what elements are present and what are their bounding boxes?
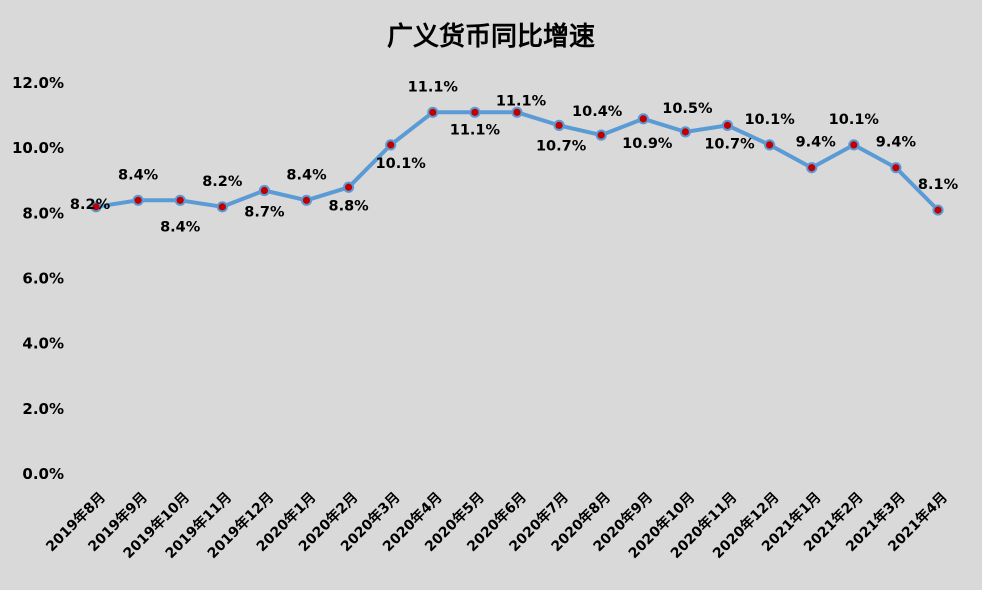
data-point — [932, 204, 944, 216]
data-point — [637, 113, 649, 125]
chart-title: 广义货币同比增速 — [387, 21, 595, 52]
data-point — [174, 194, 186, 206]
data-point — [300, 194, 313, 206]
data-label: 9.4% — [796, 135, 837, 151]
data-label: 10.1% — [376, 156, 427, 172]
y-tick-label: 6.0% — [22, 270, 64, 288]
data-point — [216, 201, 228, 213]
data-label: 8.7% — [244, 205, 285, 221]
data-label: 8.8% — [328, 198, 369, 214]
data-point — [679, 126, 692, 138]
data-label: 10.4% — [572, 104, 623, 120]
y-tick-label: 12.0% — [12, 74, 64, 92]
data-label: 10.1% — [829, 112, 880, 128]
data-label: 8.4% — [286, 167, 327, 183]
data-point — [427, 106, 439, 118]
data-label: 10.9% — [622, 136, 673, 152]
y-tick-label: 8.0% — [22, 204, 64, 222]
data-point — [511, 106, 523, 118]
data-label: 8.4% — [118, 167, 159, 183]
series-line — [94, 110, 940, 213]
data-point — [385, 139, 397, 151]
x-axis: 2019年8月2019年9月2019年10月2019年11月2019年12月20… — [43, 489, 951, 562]
data-labels-group: 8.2%8.4%8.4%8.2%8.7%8.4%8.8%10.1%11.1%11… — [70, 79, 959, 235]
data-point — [848, 139, 860, 151]
data-point — [90, 201, 102, 213]
data-point — [764, 139, 776, 151]
data-point — [343, 181, 355, 193]
data-label: 9.4% — [876, 135, 917, 151]
data-label: 10.1% — [744, 112, 795, 128]
data-point — [806, 162, 818, 174]
data-point — [258, 184, 270, 197]
data-point — [469, 106, 481, 118]
data-label: 10.7% — [704, 136, 755, 152]
data-label: 11.1% — [496, 93, 547, 109]
series-line-group — [94, 110, 940, 213]
markers-group — [90, 106, 944, 216]
y-tick-label: 10.0% — [12, 139, 64, 157]
data-label: 10.5% — [662, 101, 713, 117]
data-point — [595, 129, 607, 141]
data-point — [553, 119, 565, 131]
data-label: 8.1% — [918, 177, 959, 193]
data-label: 8.2% — [202, 174, 243, 190]
data-label: 8.2% — [70, 197, 111, 213]
y-tick-label: 2.0% — [22, 400, 64, 418]
data-label: 11.1% — [408, 79, 459, 95]
y-tick-label: 4.0% — [22, 335, 64, 353]
y-tick-label: 0.0% — [22, 465, 64, 483]
y-axis: 0.0% 2.0% 4.0% 6.0% 8.0% 10.0% 12.0% — [12, 74, 64, 483]
data-point — [890, 162, 902, 174]
data-label: 11.1% — [450, 122, 501, 138]
data-point — [132, 194, 144, 206]
data-label: 8.4% — [160, 219, 201, 235]
data-point — [721, 119, 734, 131]
data-label: 10.7% — [536, 138, 587, 154]
